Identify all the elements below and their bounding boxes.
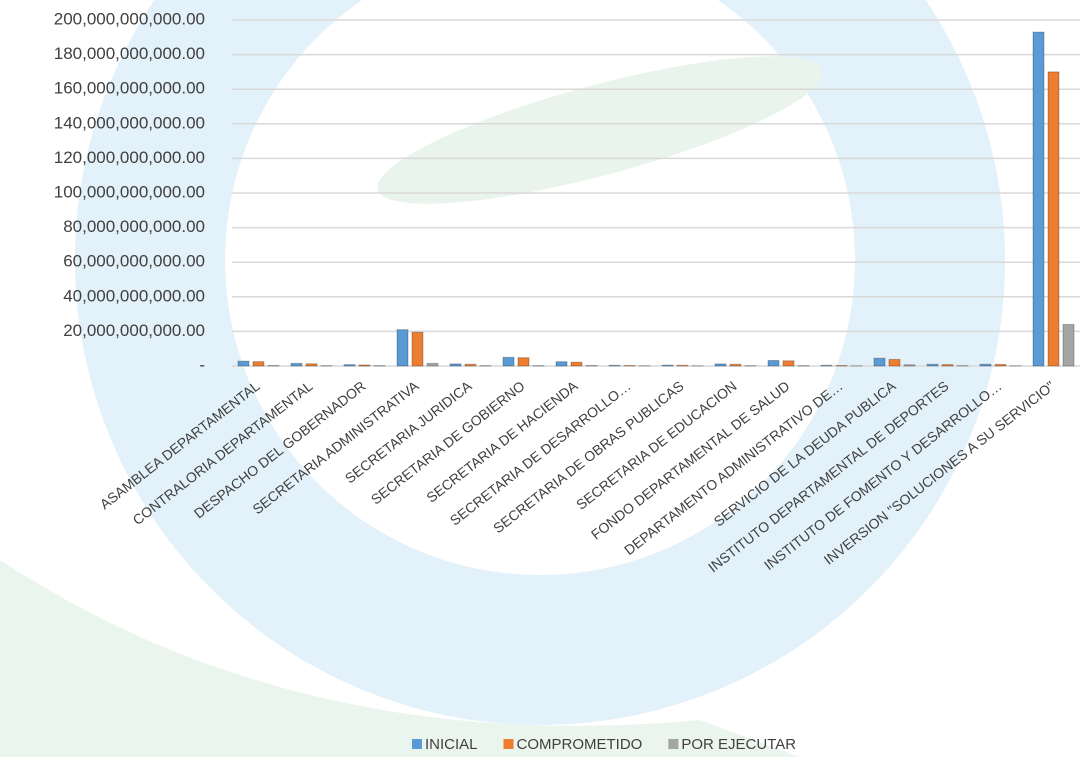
bar <box>344 365 355 366</box>
bar <box>359 365 370 366</box>
bar <box>715 364 726 366</box>
y-tick-label: 160,000,000,000.00 <box>54 79 205 98</box>
bar <box>450 364 461 366</box>
bar <box>662 365 673 366</box>
bar <box>238 361 249 366</box>
bar <box>783 361 794 366</box>
bar <box>586 365 597 366</box>
bar <box>253 362 264 366</box>
bar <box>677 365 688 366</box>
bar <box>306 364 317 366</box>
bar <box>268 365 279 366</box>
bar <box>1063 324 1074 366</box>
bar <box>412 332 423 366</box>
x-tick-label: SECRETARIA DE OBRAS PUBLICAS <box>490 378 687 537</box>
bar <box>821 365 832 366</box>
legend-label: COMPROMETIDO <box>517 736 643 753</box>
bar <box>980 364 991 366</box>
y-tick-label: 80,000,000,000.00 <box>63 217 205 236</box>
y-tick-label: 180,000,000,000.00 <box>54 44 205 63</box>
y-tick-label: - <box>199 355 205 374</box>
legend-label: INICIAL <box>425 736 478 753</box>
bar <box>995 364 1006 366</box>
bar <box>609 365 620 366</box>
y-tick-label: 60,000,000,000.00 <box>63 252 205 271</box>
bar <box>904 365 915 366</box>
y-tick-label: 100,000,000,000.00 <box>54 182 205 201</box>
bar <box>889 359 900 366</box>
y-tick-label: 40,000,000,000.00 <box>63 286 205 305</box>
legend-swatch <box>504 739 514 749</box>
bar <box>836 365 847 366</box>
bar <box>427 363 438 366</box>
bar <box>465 364 476 366</box>
bar <box>1033 32 1044 366</box>
bar <box>1048 72 1059 366</box>
bar <box>874 358 885 366</box>
bar <box>556 362 567 366</box>
legend-swatch <box>412 739 422 749</box>
bar <box>730 364 741 366</box>
bar <box>503 357 514 366</box>
bar <box>397 330 408 366</box>
bar <box>768 360 779 366</box>
legend-swatch <box>668 739 678 749</box>
bar <box>291 363 302 366</box>
bar <box>942 365 953 366</box>
bar <box>927 364 938 366</box>
chart: - 20,000,000,000.00 40,000,000,000.00 60,00… <box>0 0 1084 757</box>
legend-label: POR EJECUTAR <box>681 736 796 753</box>
bar <box>518 358 529 366</box>
y-tick-label: 140,000,000,000.00 <box>54 113 205 132</box>
y-tick-label: 20,000,000,000.00 <box>63 321 205 340</box>
bar <box>624 365 635 366</box>
y-tick-label: 120,000,000,000.00 <box>54 148 205 167</box>
y-tick-label: 200,000,000,000.00 <box>54 9 205 28</box>
bar <box>571 362 582 366</box>
